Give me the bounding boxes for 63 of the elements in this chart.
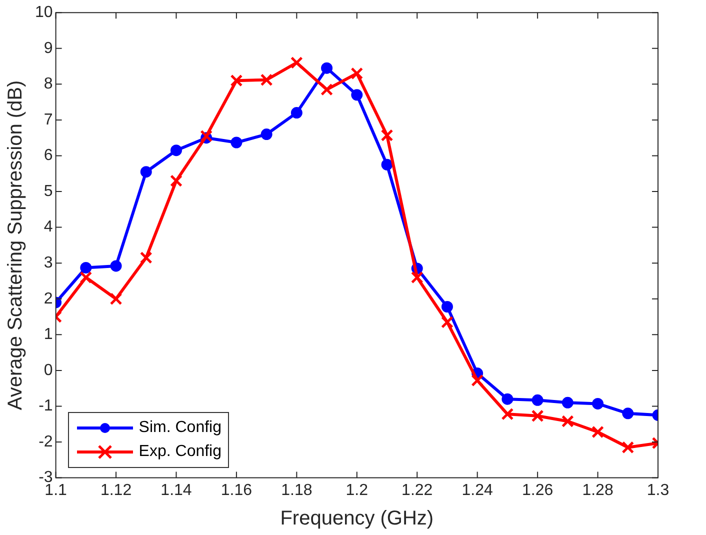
point: [110, 260, 122, 272]
x-tick-label: 1.1: [44, 482, 68, 499]
y-tick-label: 4: [44, 218, 53, 236]
y-tick-label: 6: [44, 147, 53, 164]
point: [441, 316, 454, 328]
y-tick-label: 7: [44, 111, 53, 128]
x-tick-label: 1.12: [100, 482, 132, 499]
point: [351, 89, 363, 101]
point: [320, 83, 333, 96]
x-tick-label: 1.22: [402, 482, 433, 499]
point: [200, 130, 213, 142]
point: [531, 410, 544, 422]
point: [170, 144, 182, 156]
y-tick-label: -2: [38, 433, 53, 450]
point: [80, 271, 92, 284]
legend-label: Sim. Config: [138, 418, 222, 437]
y-tick-label: 8: [44, 76, 53, 93]
point: [592, 426, 604, 438]
legend-label: Exp. Config: [138, 442, 222, 461]
x-tick-label: 1.24: [462, 482, 494, 499]
x-tick-label: 1.14: [160, 482, 192, 499]
y-tick-label: 2: [44, 290, 53, 308]
point: [622, 441, 634, 454]
point: [260, 128, 272, 140]
point: [321, 62, 333, 74]
point: [622, 408, 634, 420]
point: [501, 408, 514, 420]
x-tick-label: 1.2: [346, 482, 368, 499]
point: [350, 67, 364, 80]
point: [502, 393, 514, 405]
x-tick-label: 1.16: [220, 482, 252, 499]
y-tick-label: 9: [44, 40, 53, 57]
x-tick-label: 1.3: [646, 482, 670, 499]
point: [290, 107, 302, 119]
point: [230, 136, 242, 148]
y-axis-title: Average Scattering Suppression (dB): [4, 80, 27, 410]
point: [290, 56, 303, 69]
x-tick-label: 1.28: [582, 482, 614, 499]
point: [532, 394, 544, 406]
point: [80, 262, 92, 274]
point: [110, 292, 122, 306]
y-tick-label: 1: [44, 326, 53, 344]
y-tick-label: 5: [44, 182, 53, 200]
y-tick-label: -1: [38, 398, 53, 415]
x-tick-label: 1.18: [281, 482, 312, 499]
y-tick-label: 3: [44, 254, 53, 272]
point: [471, 374, 484, 387]
point: [441, 301, 453, 312]
point: [260, 74, 273, 86]
x-axis-title: Frequency (GHz): [280, 508, 434, 530]
y-tick-label: 10: [35, 4, 53, 22]
point: [380, 129, 394, 142]
point: [140, 166, 152, 178]
point: [140, 252, 152, 264]
point: [230, 74, 243, 87]
point: [381, 158, 393, 170]
y-tick-label: 0: [44, 362, 53, 379]
x-tick-label: 1.26: [522, 482, 554, 499]
point: [410, 271, 424, 284]
point: [170, 174, 182, 187]
point: [592, 398, 604, 410]
point: [561, 415, 574, 428]
point: [562, 396, 574, 408]
